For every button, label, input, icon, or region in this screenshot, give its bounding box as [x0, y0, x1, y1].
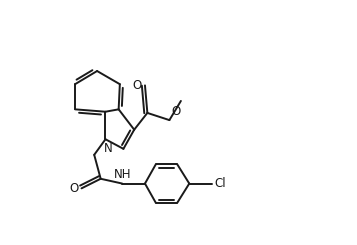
Text: Cl: Cl	[214, 177, 226, 190]
Text: N: N	[104, 142, 112, 155]
Text: O: O	[172, 105, 181, 118]
Text: NH: NH	[114, 168, 131, 181]
Text: O: O	[69, 182, 79, 195]
Text: O: O	[133, 79, 142, 92]
